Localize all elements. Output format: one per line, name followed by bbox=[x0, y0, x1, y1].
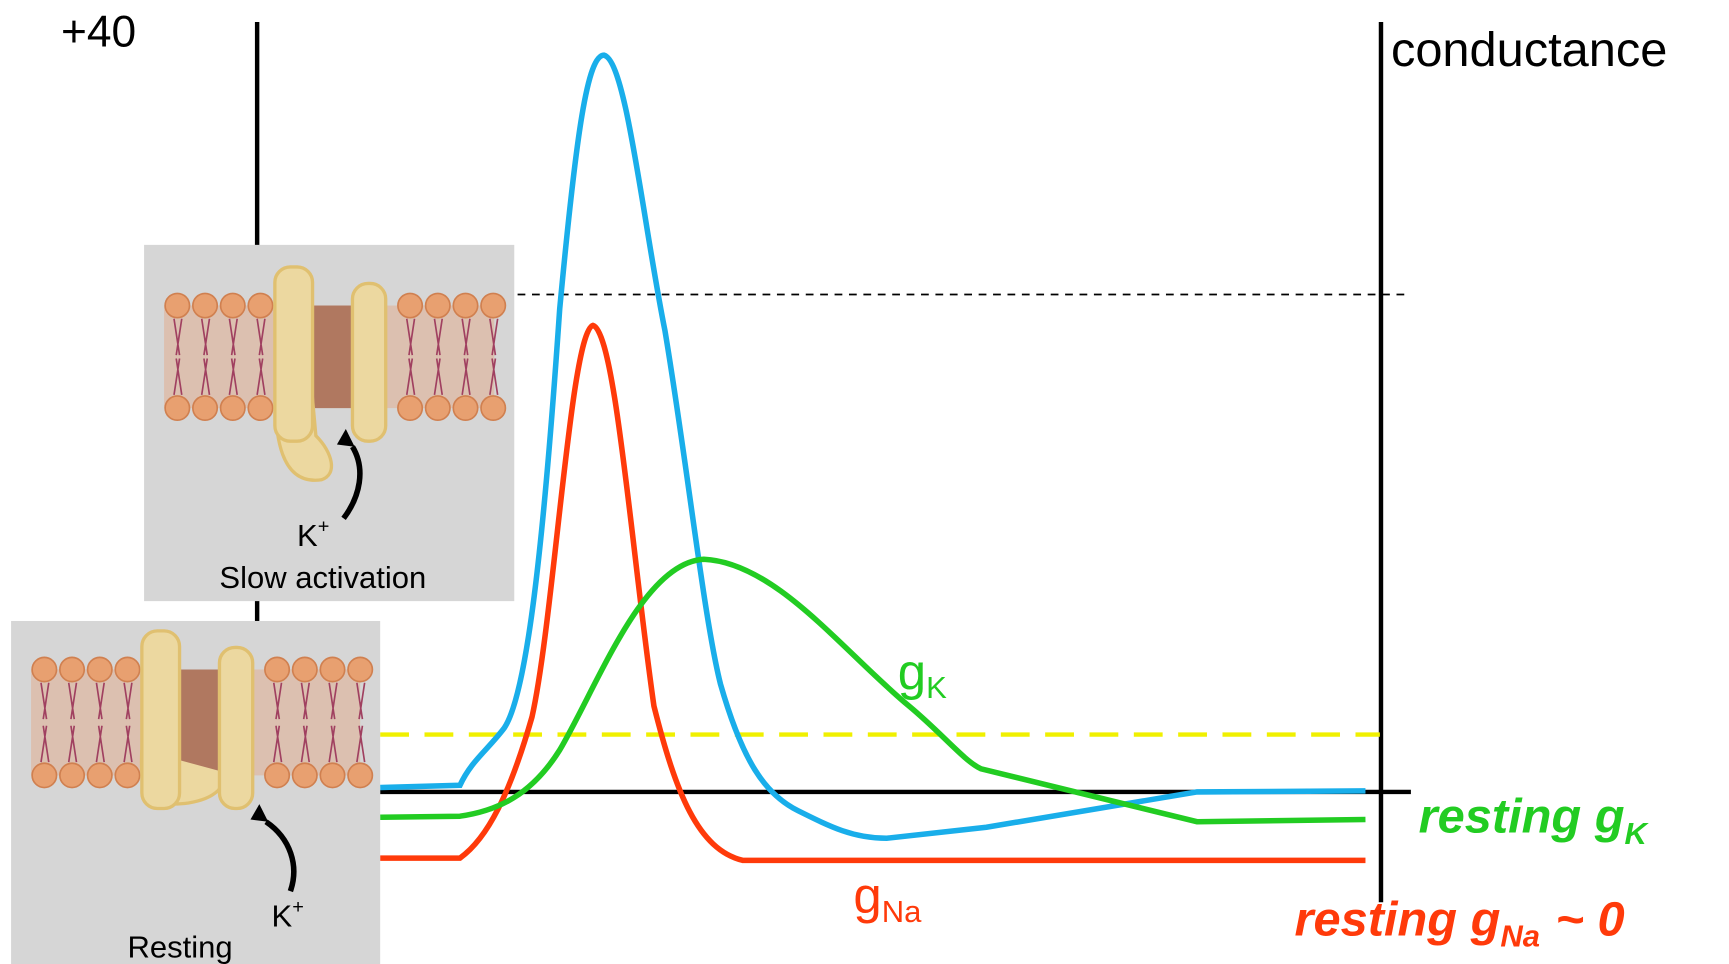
subunit-right bbox=[219, 647, 252, 808]
gna-label: gNa bbox=[853, 867, 922, 929]
ion-symbol: K bbox=[297, 518, 318, 553]
pore bbox=[180, 670, 220, 776]
lipid-head bbox=[293, 657, 317, 681]
lipid-head bbox=[32, 657, 56, 681]
lipid-head bbox=[265, 763, 289, 787]
lipid-head bbox=[115, 763, 139, 787]
lipid-head bbox=[426, 396, 450, 420]
lipid-head bbox=[88, 763, 112, 787]
lipid-head bbox=[481, 293, 505, 317]
lipid-head bbox=[60, 763, 84, 787]
diagram: K+Slow activationK+Resting +40 conductan… bbox=[0, 0, 1729, 964]
gk-symbol: g bbox=[898, 643, 926, 700]
potential-curve bbox=[380, 55, 1365, 838]
lipid-head bbox=[32, 763, 56, 787]
lipid-head bbox=[248, 396, 272, 420]
subunit-left bbox=[275, 267, 313, 441]
channel-panel: K+ Slow activation bbox=[144, 245, 514, 601]
lipid-head bbox=[453, 293, 477, 317]
lipid-head bbox=[221, 293, 245, 317]
lipid-head bbox=[193, 396, 217, 420]
resting-gna-label: resting gNa ~ 0 bbox=[1295, 892, 1625, 953]
resting-gk-label: resting gK bbox=[1419, 790, 1650, 851]
resting-gk-text: resting g bbox=[1419, 790, 1625, 844]
lipid-head bbox=[265, 657, 289, 681]
lipid-head bbox=[426, 293, 450, 317]
subunit-right bbox=[352, 283, 385, 441]
gna-curve bbox=[380, 325, 1365, 860]
gna-subscript: Na bbox=[882, 894, 922, 929]
lipid-head bbox=[453, 396, 477, 420]
lipid-head bbox=[88, 657, 112, 681]
ion-charge: + bbox=[318, 516, 330, 538]
lipid-head bbox=[293, 763, 317, 787]
ion-symbol: K bbox=[272, 899, 293, 934]
lipid-head bbox=[115, 657, 139, 681]
ion-charge: + bbox=[292, 896, 304, 918]
lipid-head bbox=[481, 396, 505, 420]
lipid-head bbox=[320, 657, 344, 681]
lipid-head bbox=[193, 293, 217, 317]
page: K+Slow activationK+Resting +40 conductan… bbox=[0, 0, 1729, 964]
lipid-head bbox=[348, 657, 372, 681]
resting-gna-text: resting g bbox=[1295, 892, 1501, 946]
lipid-head bbox=[248, 293, 272, 317]
subunit-left bbox=[142, 631, 180, 809]
top-label: +40 bbox=[61, 7, 136, 56]
lipid-head bbox=[398, 396, 422, 420]
resting-gk-subscript: K bbox=[1624, 816, 1649, 851]
lipid-head bbox=[165, 293, 189, 317]
lipid-head bbox=[165, 396, 189, 420]
gna-symbol: g bbox=[853, 867, 881, 924]
gk-subscript: K bbox=[926, 670, 947, 705]
pore bbox=[313, 306, 353, 409]
gk-label: gK bbox=[898, 643, 947, 705]
channel-caption: Resting bbox=[127, 929, 232, 964]
lipid-head bbox=[320, 763, 344, 787]
top-label-text: +40 bbox=[61, 7, 136, 56]
resting-gna-subscript: Na bbox=[1500, 918, 1540, 953]
gk-curve bbox=[380, 559, 1365, 822]
right-label-text: conductance bbox=[1391, 23, 1667, 77]
channel-panel: K+ Resting bbox=[11, 621, 380, 964]
resting-gna-suffix: ~ 0 bbox=[1556, 892, 1625, 946]
lipid-head bbox=[348, 763, 372, 787]
right-label: conductance bbox=[1391, 23, 1667, 77]
lipid-head bbox=[398, 293, 422, 317]
channel-caption: Slow activation bbox=[219, 560, 426, 595]
lipid-head bbox=[60, 657, 84, 681]
lipid-head bbox=[221, 396, 245, 420]
